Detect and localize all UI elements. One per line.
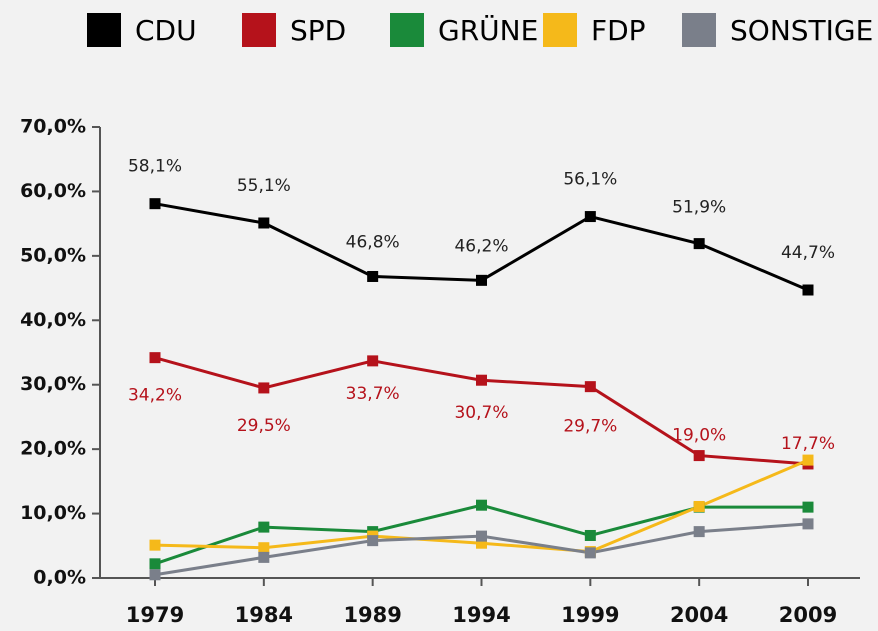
marker <box>367 535 379 547</box>
data-label: 55,1% <box>237 176 291 196</box>
marker <box>476 274 487 286</box>
legend-swatch <box>242 13 276 47</box>
legend-label: GRÜNE <box>438 13 538 47</box>
marker <box>693 500 705 512</box>
marker <box>584 381 596 393</box>
y-tick-label: 60,0% <box>20 180 86 202</box>
data-label: 44,7% <box>781 243 835 263</box>
data-label: 56,1% <box>563 170 617 190</box>
marker <box>367 270 379 282</box>
legend-label: FDP <box>591 14 646 47</box>
marker <box>693 238 705 250</box>
marker <box>258 521 270 533</box>
data-label: 19,0% <box>672 426 726 446</box>
x-tick-label: 1989 <box>343 603 401 627</box>
marker <box>802 454 814 466</box>
legend-swatch <box>543 13 577 47</box>
marker <box>802 518 814 530</box>
x-tick-label: 1979 <box>126 603 184 627</box>
marker <box>149 352 161 364</box>
marker <box>802 284 814 296</box>
data-label: 30,7% <box>454 403 508 423</box>
data-label: 51,9% <box>672 198 726 218</box>
legend-swatch <box>87 13 121 47</box>
legend-swatch <box>390 13 424 47</box>
marker <box>476 530 487 542</box>
x-tick-label: 1994 <box>452 603 510 627</box>
y-tick-label: 0,0% <box>33 567 86 589</box>
marker <box>476 374 487 386</box>
marker <box>149 569 161 581</box>
data-label: 29,7% <box>563 417 617 437</box>
marker <box>476 499 487 511</box>
data-label: 34,2% <box>128 386 182 406</box>
marker <box>367 355 379 367</box>
legend-label: SONSTIGE <box>730 14 873 47</box>
data-label: 46,2% <box>454 236 508 256</box>
legend-label: CDU <box>135 14 197 47</box>
y-tick-label: 10,0% <box>20 502 86 524</box>
legend-label: SPD <box>290 14 346 47</box>
marker <box>258 382 270 394</box>
x-tick-label: 2004 <box>670 603 728 627</box>
marker <box>584 211 596 223</box>
data-label: 46,8% <box>346 232 400 252</box>
y-tick-label: 40,0% <box>20 309 86 331</box>
y-tick-label: 50,0% <box>20 244 86 266</box>
marker <box>258 542 270 554</box>
marker <box>149 198 161 210</box>
data-label: 29,5% <box>237 416 291 436</box>
x-tick-label: 1984 <box>235 603 293 627</box>
marker <box>584 529 596 541</box>
data-label: 58,1% <box>128 157 182 177</box>
marker <box>693 526 705 538</box>
marker <box>258 551 270 563</box>
x-tick-label: 2009 <box>779 603 837 627</box>
y-tick-label: 70,0% <box>20 116 86 138</box>
marker <box>584 547 596 559</box>
marker <box>149 558 161 570</box>
data-label: 33,7% <box>346 384 400 404</box>
legend-swatch <box>682 13 716 47</box>
marker <box>693 450 705 462</box>
y-tick-label: 20,0% <box>20 438 86 460</box>
marker <box>149 539 161 551</box>
data-label: 17,7% <box>781 434 835 454</box>
marker <box>476 537 487 549</box>
marker <box>258 217 270 229</box>
x-tick-label: 1999 <box>561 603 619 627</box>
marker <box>802 501 814 513</box>
y-tick-label: 30,0% <box>20 373 86 395</box>
